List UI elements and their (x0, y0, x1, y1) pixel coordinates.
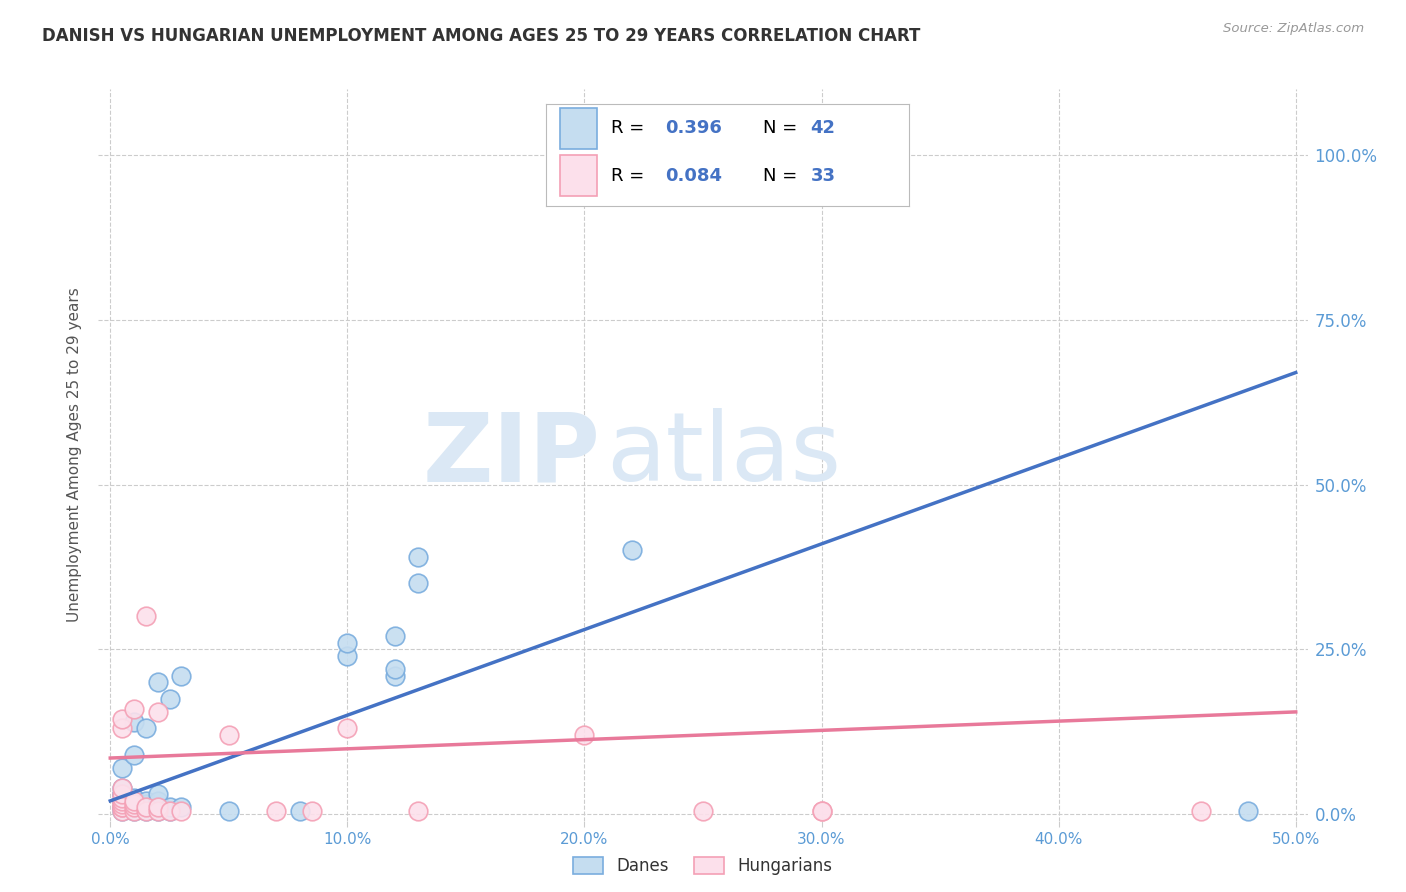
Text: N =: N = (763, 167, 803, 185)
Point (111, 800, 134, 814)
Point (111, 780, 134, 795)
Text: R =: R = (612, 167, 650, 185)
Point (122, 804, 145, 818)
Point (146, 804, 169, 818)
Point (111, 780, 134, 795)
Text: 0.396: 0.396 (665, 120, 723, 137)
Text: Source: ZipAtlas.com: Source: ZipAtlas.com (1223, 22, 1364, 36)
Point (159, 800, 181, 814)
Point (111, 787, 134, 801)
Point (146, 787, 169, 801)
Text: DANISH VS HUNGARIAN UNEMPLOYMENT AMONG AGES 25 TO 29 YEARS CORRELATION CHART: DANISH VS HUNGARIAN UNEMPLOYMENT AMONG A… (42, 27, 921, 45)
Point (122, 794, 145, 808)
Point (111, 797, 134, 812)
Y-axis label: Unemployment Among Ages 25 to 29 years: Unemployment Among Ages 25 to 29 years (67, 287, 83, 623)
Point (384, 662, 406, 676)
Point (135, 804, 157, 818)
Point (264, 804, 287, 818)
Point (170, 804, 193, 818)
Point (135, 804, 157, 818)
Point (122, 794, 145, 808)
Text: N =: N = (763, 120, 803, 137)
Point (111, 787, 134, 801)
Point (336, 636, 359, 650)
Point (122, 797, 145, 812)
Bar (561, 108, 596, 149)
Point (111, 804, 134, 818)
Point (111, 761, 134, 775)
Point (135, 797, 157, 812)
Point (159, 804, 181, 818)
Point (170, 668, 193, 682)
Point (122, 804, 145, 818)
Point (1237, 804, 1260, 818)
Point (146, 800, 169, 814)
Point (111, 794, 134, 808)
Point (218, 728, 240, 742)
Text: 0.084: 0.084 (665, 167, 723, 185)
Point (111, 787, 134, 801)
Point (146, 804, 169, 818)
Point (111, 800, 134, 814)
Point (111, 794, 134, 808)
Point (574, 728, 596, 742)
Point (111, 711, 134, 725)
Text: atlas: atlas (606, 409, 841, 501)
Point (218, 804, 240, 818)
Point (408, 576, 430, 591)
Text: 42: 42 (811, 120, 835, 137)
Point (111, 800, 134, 814)
Point (122, 800, 145, 814)
Point (336, 648, 359, 663)
Point (408, 804, 430, 818)
Point (135, 800, 157, 814)
Point (111, 790, 134, 805)
Point (810, 804, 832, 818)
Point (146, 705, 169, 719)
Point (146, 675, 169, 690)
Point (135, 800, 157, 814)
Point (159, 691, 181, 706)
Point (408, 550, 430, 565)
Point (135, 609, 157, 624)
Point (111, 794, 134, 808)
Point (301, 804, 323, 818)
Point (384, 668, 406, 682)
Point (288, 804, 311, 818)
Point (122, 714, 145, 729)
Point (122, 790, 145, 805)
Point (1189, 804, 1212, 818)
Point (122, 747, 145, 762)
Point (146, 794, 169, 808)
Text: 33: 33 (811, 167, 835, 185)
Point (122, 797, 145, 812)
Point (111, 800, 134, 814)
Point (111, 722, 134, 736)
Point (135, 722, 157, 736)
Point (170, 800, 193, 814)
Point (122, 800, 145, 814)
Point (159, 804, 181, 818)
Point (336, 722, 359, 736)
Point (692, 804, 714, 818)
Bar (561, 155, 596, 196)
Point (810, 804, 832, 818)
Text: R =: R = (612, 120, 650, 137)
Point (384, 629, 406, 643)
Legend: Danes, Hungarians: Danes, Hungarians (567, 850, 839, 882)
Point (620, 543, 643, 558)
Point (122, 701, 145, 715)
Point (111, 804, 134, 818)
Text: ZIP: ZIP (422, 409, 600, 501)
Point (146, 800, 169, 814)
Point (135, 794, 157, 808)
